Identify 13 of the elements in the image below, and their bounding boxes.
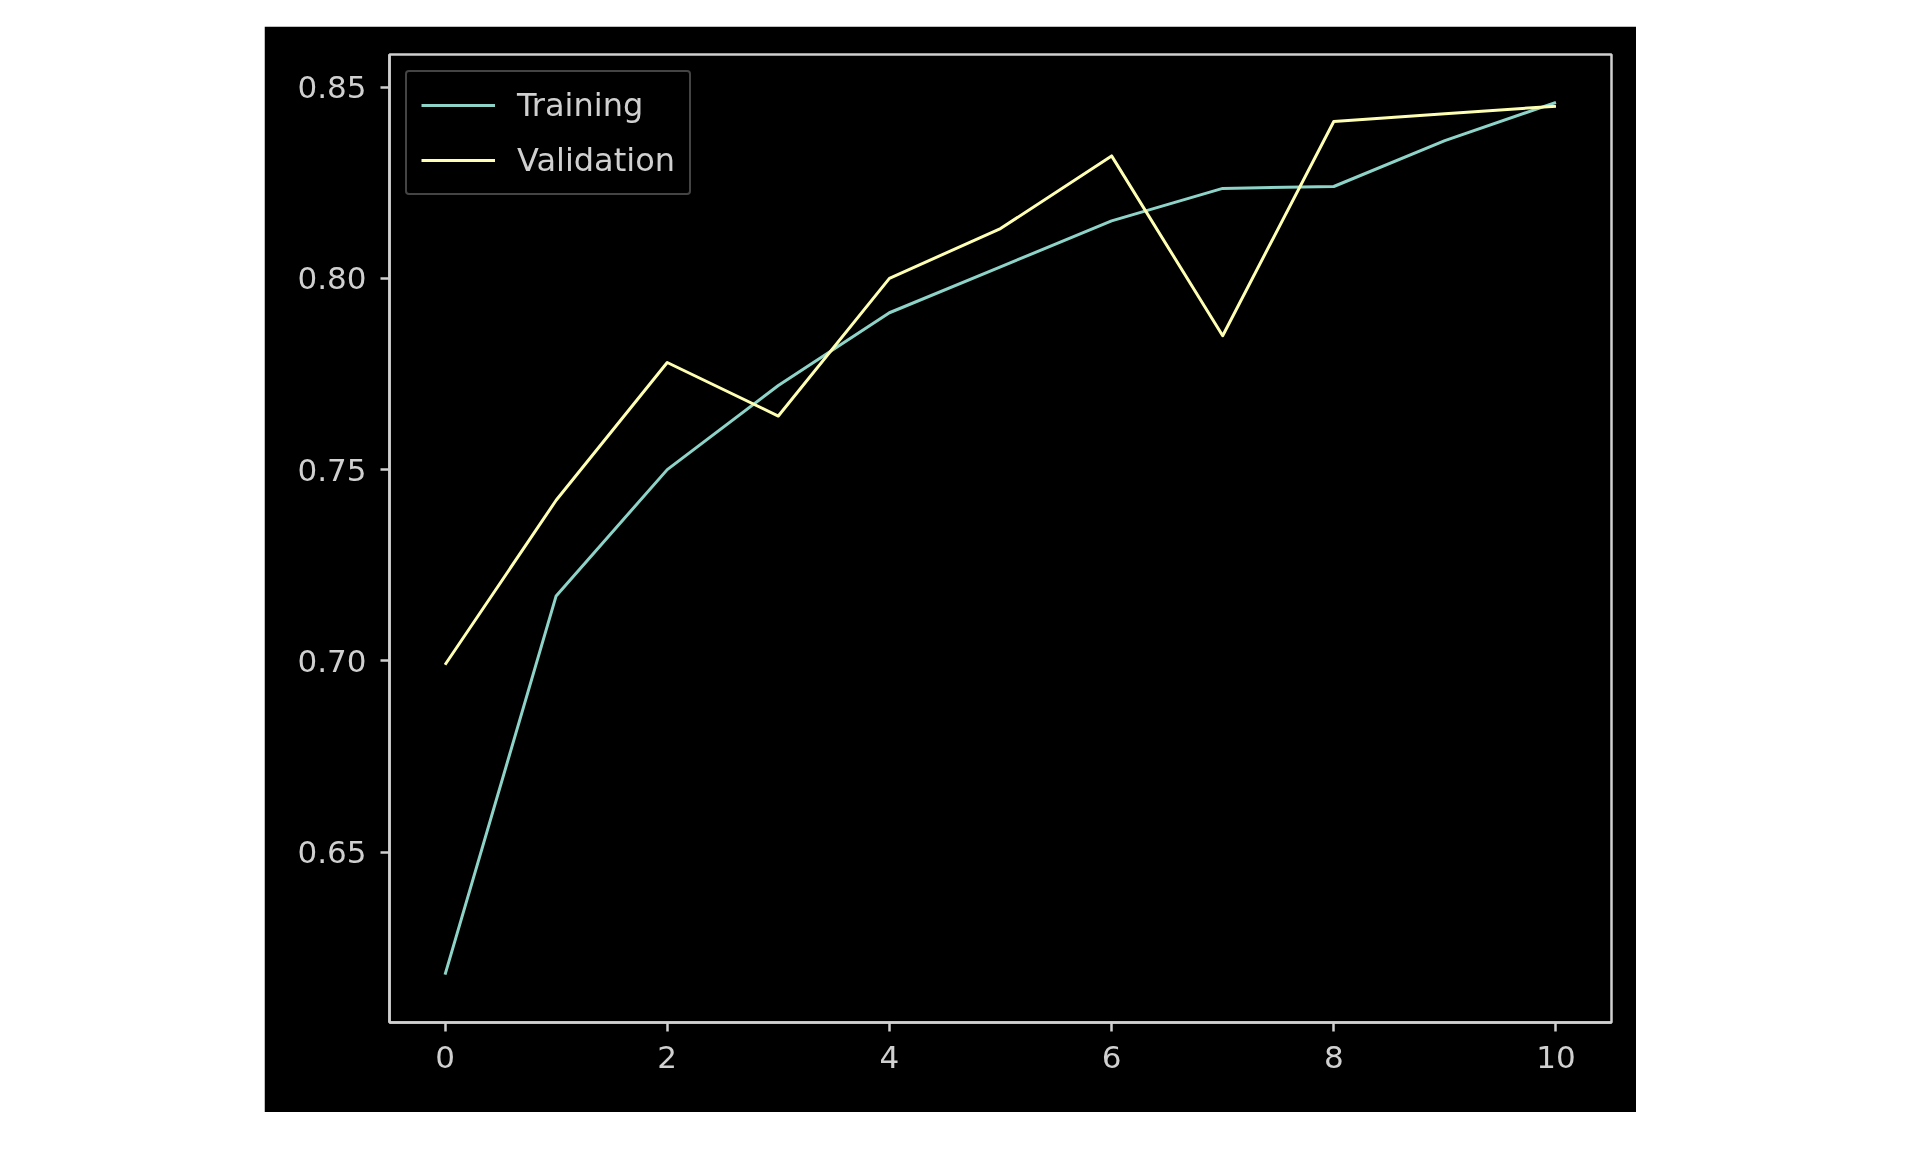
y-tick-label: 0.85 [297, 69, 367, 106]
x-tick-label: 6 [1101, 1038, 1122, 1075]
x-tick-label: 4 [879, 1038, 900, 1075]
y-tick-label: 0.70 [297, 642, 367, 679]
x-tick-label: 0 [435, 1038, 455, 1075]
y-tick-label: 0.80 [297, 260, 367, 297]
legend-label: Training [517, 86, 644, 124]
y-tick-label: 0.65 [297, 834, 367, 871]
x-tick-label: 10 [1536, 1038, 1576, 1075]
x-tick-label: 8 [1323, 1038, 1344, 1075]
y-tick-label: 0.75 [297, 451, 367, 488]
legend-label: Validation [517, 141, 676, 179]
x-tick-label: 2 [657, 1038, 678, 1075]
